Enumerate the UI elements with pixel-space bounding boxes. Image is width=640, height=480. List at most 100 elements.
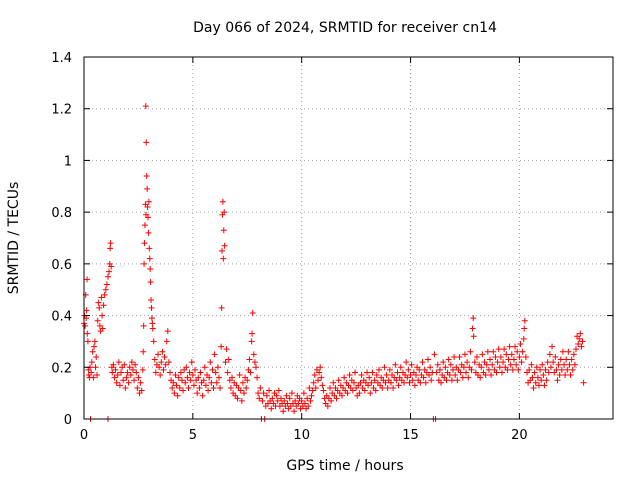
data-point (110, 361, 117, 368)
data-point (520, 335, 527, 342)
data-point (113, 379, 120, 386)
data-point (241, 390, 248, 397)
data-point (102, 286, 109, 293)
data-point (434, 361, 441, 368)
data-point (306, 384, 313, 391)
data-point (482, 372, 489, 379)
data-point (537, 366, 544, 373)
data-point (563, 356, 570, 363)
y-tick-label: 0.6 (51, 258, 72, 273)
data-point (514, 348, 521, 355)
data-point (382, 379, 389, 386)
data-point (268, 405, 275, 412)
data-point (83, 307, 90, 314)
data-point (132, 361, 139, 368)
data-point (146, 245, 153, 252)
data-point (433, 369, 440, 376)
data-point (452, 372, 459, 379)
data-point (144, 185, 151, 192)
data-point (292, 397, 299, 404)
data-point (255, 390, 262, 397)
data-point (372, 387, 379, 394)
y-tick-label: 1.4 (51, 51, 72, 66)
data-point (529, 374, 536, 381)
data-point (361, 387, 368, 394)
data-point (129, 366, 136, 373)
x-tick-label: 20 (511, 428, 528, 443)
data-point (144, 203, 151, 210)
data-point (494, 359, 501, 366)
data-point (200, 377, 207, 384)
data-point (533, 364, 540, 371)
data-point (283, 392, 290, 399)
data-point (504, 366, 511, 373)
data-point (489, 361, 496, 368)
data-point (395, 382, 402, 389)
data-point (335, 377, 342, 384)
data-point (91, 343, 98, 350)
x-axis-title: GPS time / hours (286, 458, 403, 474)
data-point (180, 387, 187, 394)
data-point (93, 353, 100, 360)
data-point (522, 353, 529, 360)
data-point (224, 369, 231, 376)
data-point (135, 374, 142, 381)
data-point (171, 390, 178, 397)
data-point (407, 372, 414, 379)
data-point (501, 346, 508, 353)
data-point (553, 366, 560, 373)
data-point (383, 372, 390, 379)
data-point (569, 366, 576, 373)
data-point (503, 351, 510, 358)
data-point (373, 372, 380, 379)
data-point (147, 266, 154, 273)
data-point (506, 343, 513, 350)
data-point (142, 103, 149, 110)
data-point (540, 372, 547, 379)
data-point (315, 377, 322, 384)
data-point (96, 322, 103, 329)
data-point (114, 372, 121, 379)
data-point (250, 351, 257, 358)
data-point (236, 372, 243, 379)
data-point (141, 240, 148, 247)
data-point (147, 278, 154, 285)
data-point (218, 343, 225, 350)
data-point (440, 359, 447, 366)
data-point (96, 304, 103, 311)
data-point (217, 384, 224, 391)
data-point (554, 377, 561, 384)
data-point (460, 364, 467, 371)
data-point (187, 377, 194, 384)
data-point (393, 377, 400, 384)
data-point (564, 366, 571, 373)
data-point (175, 374, 182, 381)
data-point (205, 387, 212, 394)
data-point (445, 356, 452, 363)
data-point (512, 343, 519, 350)
data-point (580, 379, 587, 386)
data-point (152, 369, 159, 376)
data-point (104, 273, 111, 280)
data-point (519, 348, 526, 355)
data-point (543, 377, 550, 384)
data-point (419, 359, 426, 366)
data-point (518, 359, 525, 366)
data-point (174, 392, 181, 399)
data-point (454, 377, 461, 384)
data-point (457, 369, 464, 376)
data-point (111, 374, 118, 381)
data-point (470, 333, 477, 340)
data-point (320, 387, 327, 394)
data-point (392, 361, 399, 368)
data-point (126, 364, 133, 371)
data-point (308, 392, 315, 399)
data-point (128, 359, 135, 366)
data-point (301, 400, 308, 407)
data-point (149, 325, 156, 332)
y-tick-label: 0.2 (51, 361, 72, 376)
data-point (365, 382, 372, 389)
data-point (492, 353, 499, 360)
data-point (497, 353, 504, 360)
data-point (542, 366, 549, 373)
